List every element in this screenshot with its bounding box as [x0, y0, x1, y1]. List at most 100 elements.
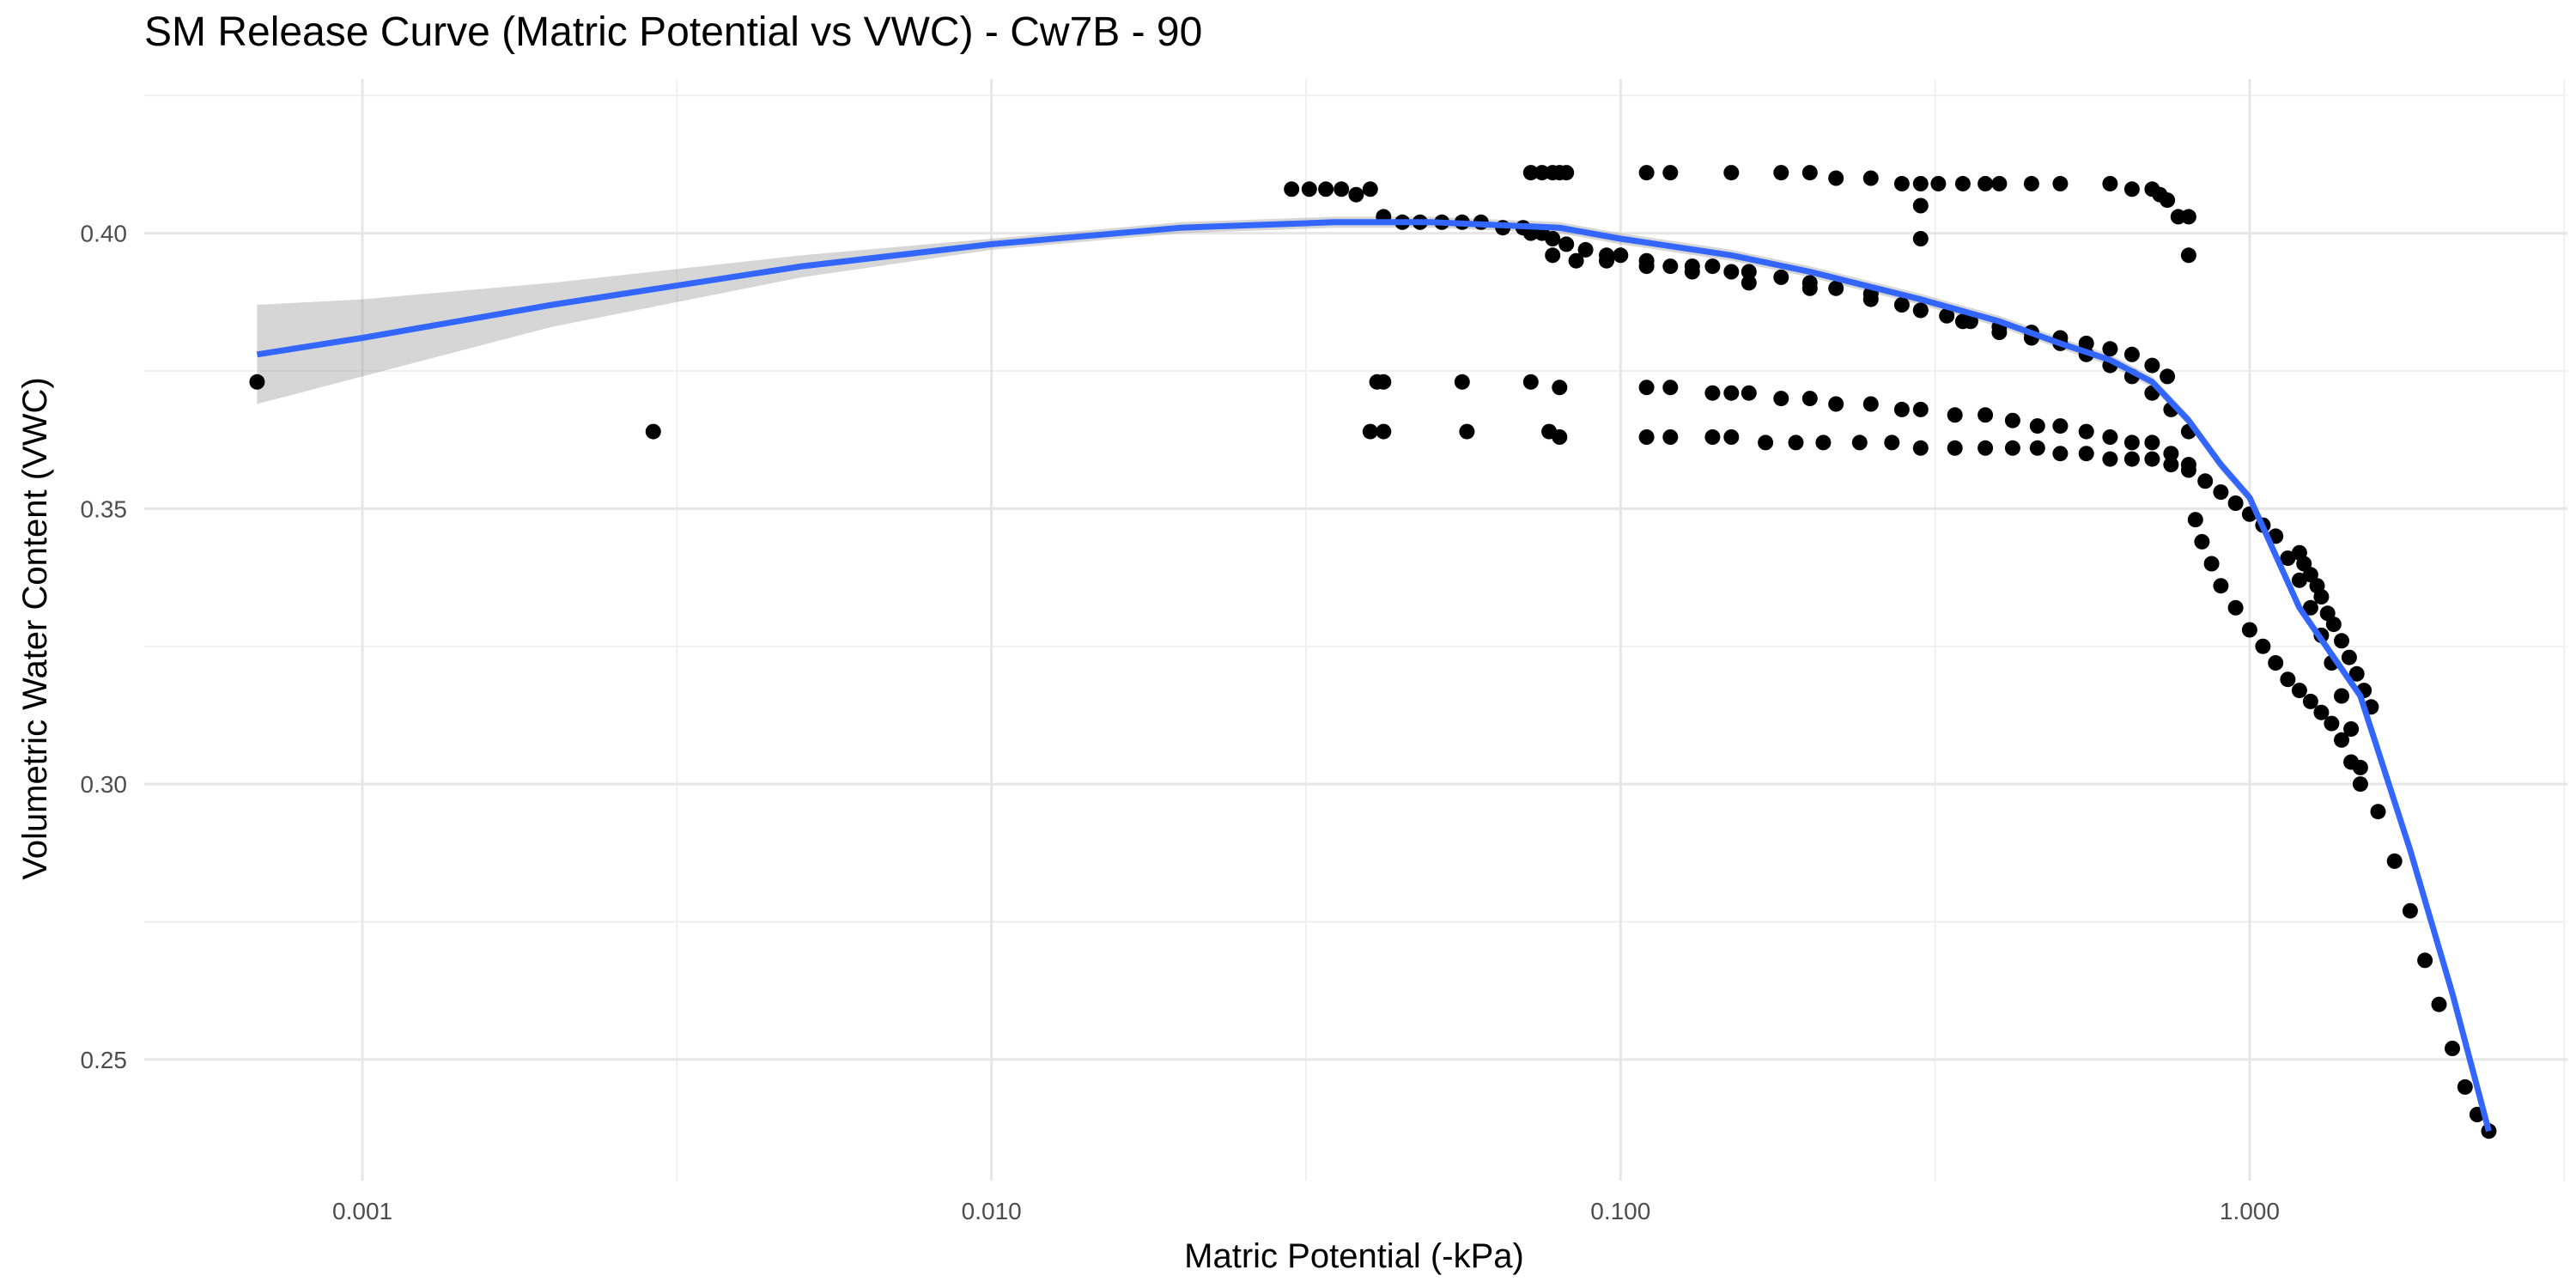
- data-point: [1788, 434, 1804, 451]
- data-point: [2123, 451, 2140, 467]
- data-point: [1552, 165, 1568, 181]
- data-point: [1723, 385, 1740, 401]
- data-point: [1376, 423, 1392, 440]
- data-point: [1912, 231, 1929, 246]
- data-point: [1815, 434, 1832, 451]
- data-point: [2348, 665, 2365, 682]
- data-point: [2187, 512, 2203, 528]
- data-point: [1704, 385, 1721, 401]
- data-point: [2255, 638, 2271, 654]
- data-point: [2029, 418, 2045, 434]
- data-point: [2343, 754, 2360, 770]
- data-point: [2457, 1078, 2473, 1095]
- data-point: [2144, 451, 2160, 467]
- data-point: [1758, 434, 1774, 451]
- data-point: [2023, 175, 2039, 191]
- data-point: [1862, 291, 1879, 307]
- data-point: [2213, 484, 2229, 501]
- data-point: [1545, 231, 1561, 246]
- data-point: [1284, 181, 1300, 197]
- data-point: [1939, 307, 1955, 324]
- data-point: [2280, 550, 2296, 567]
- data-point: [1552, 429, 1568, 445]
- data-point: [2334, 688, 2349, 704]
- data-point: [1954, 313, 1971, 330]
- chart-title: SM Release Curve (Matric Potential vs VW…: [144, 9, 1203, 55]
- data-point: [2241, 622, 2257, 638]
- fit-line-layer: [256, 219, 2492, 1133]
- data-point: [2197, 473, 2214, 489]
- data-point: [1954, 175, 1971, 191]
- x-tick-label: 0.100: [1590, 1198, 1650, 1224]
- data-point: [2123, 434, 2140, 451]
- data-point: [1638, 258, 1655, 275]
- data-point: [1828, 280, 1844, 296]
- data-point: [2163, 446, 2179, 462]
- confidence-ribbon: [257, 216, 2489, 1137]
- major-grid: [144, 79, 2567, 1181]
- data-point: [1568, 252, 1584, 269]
- data-point: [1599, 252, 1614, 269]
- confidence-ribbon-layer: [257, 216, 2489, 1137]
- data-point: [1912, 440, 1929, 456]
- data-point: [2102, 175, 2118, 191]
- data-point: [1334, 181, 1350, 197]
- data-point: [2386, 853, 2403, 869]
- data-point: [1723, 165, 1740, 181]
- data-point: [2144, 434, 2160, 451]
- y-tick-label: 0.25: [81, 1047, 128, 1073]
- data-point: [1912, 302, 1929, 319]
- data-point: [2334, 633, 2349, 649]
- data-point: [2324, 715, 2340, 732]
- data-point: [1893, 175, 1910, 191]
- x-tick-label: 0.001: [332, 1198, 392, 1224]
- data-point: [2227, 495, 2244, 511]
- y-tick-label: 0.35: [81, 495, 128, 522]
- data-point: [2268, 655, 2284, 671]
- data-point: [2052, 418, 2069, 434]
- x-axis-ticks: 0.001 0.010 0.100 1.000: [332, 1198, 2280, 1224]
- x-axis-title: Matric Potential (-kPa): [1184, 1237, 1524, 1275]
- data-point: [1638, 429, 1655, 445]
- data-point: [2123, 181, 2140, 197]
- data-point: [1662, 429, 1679, 445]
- data-point: [1991, 325, 2008, 341]
- data-point: [645, 423, 661, 440]
- data-point: [1912, 197, 1929, 214]
- data-point: [2160, 192, 2176, 209]
- data-point: [1893, 401, 1910, 417]
- y-axis-ticks: 0.25 0.30 0.35 0.40: [81, 221, 128, 1073]
- data-point: [2227, 599, 2244, 616]
- data-point: [1862, 396, 1879, 412]
- data-point: [1534, 165, 1550, 181]
- data-point: [1801, 280, 1818, 296]
- y-tick-label: 0.40: [81, 221, 128, 247]
- data-point: [2180, 247, 2196, 264]
- data-point: [1947, 440, 1963, 456]
- y-tick-label: 0.30: [81, 771, 128, 798]
- data-point: [2431, 996, 2447, 1012]
- data-point: [1884, 434, 1900, 451]
- data-point: [1978, 175, 1994, 191]
- data-point: [2102, 341, 2118, 357]
- data-point: [1684, 264, 1700, 280]
- data-point: [1912, 175, 1929, 191]
- data-point: [1362, 423, 1378, 440]
- data-point: [2302, 693, 2318, 709]
- data-point: [1662, 258, 1679, 275]
- data-point: [2004, 440, 2020, 456]
- data-point: [2313, 589, 2330, 605]
- data-point: [1662, 380, 1679, 396]
- data-point: [2445, 1041, 2460, 1056]
- data-point: [2004, 412, 2020, 428]
- data-point: [2078, 423, 2094, 440]
- data-point: [2163, 457, 2179, 473]
- data-point: [1704, 258, 1721, 275]
- data-point: [2352, 776, 2368, 793]
- data-point: [1558, 236, 1575, 252]
- data-point: [1704, 429, 1721, 445]
- data-point: [2052, 175, 2069, 191]
- data-point: [1723, 429, 1740, 445]
- data-point: [1947, 407, 1963, 423]
- data-point: [1828, 170, 1844, 186]
